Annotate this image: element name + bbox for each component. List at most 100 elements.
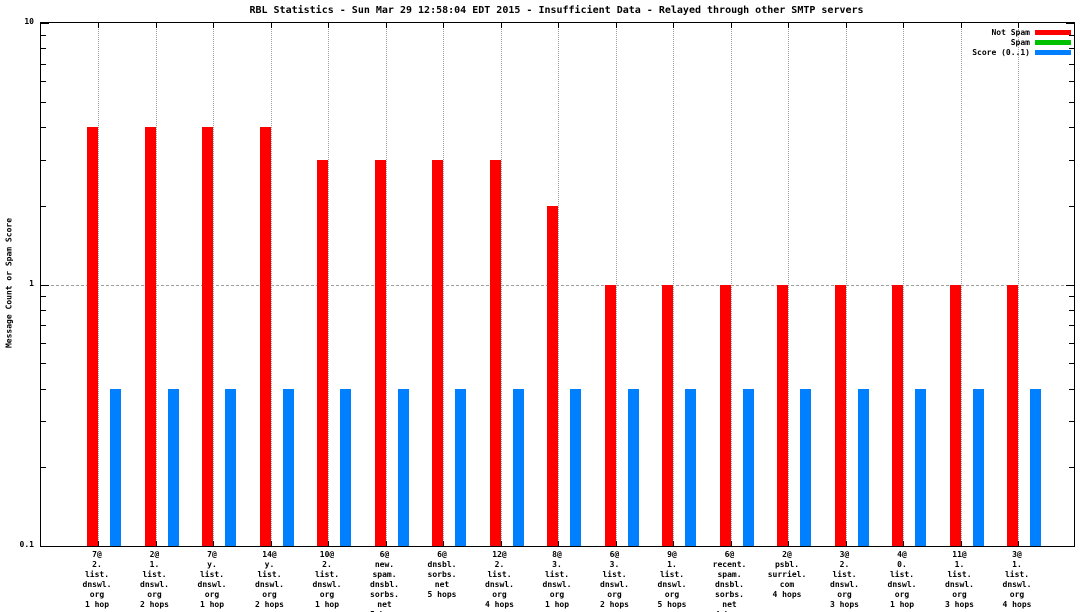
bar-score-0-1- xyxy=(570,388,581,546)
y-axis-tick xyxy=(41,23,49,24)
bar-not-spam xyxy=(949,284,961,546)
y-axis-tick xyxy=(1069,34,1074,36)
x-axis-tick xyxy=(385,541,387,546)
x-axis-tick xyxy=(730,23,732,28)
y-axis-tick xyxy=(1069,342,1074,344)
y-axis-tick xyxy=(41,63,46,65)
x-axis-tick xyxy=(500,541,502,546)
legend-swatch-score-0-1- xyxy=(1035,49,1071,55)
y-axis-tick xyxy=(1069,159,1074,161)
bar-not-spam xyxy=(489,159,501,546)
x-axis-tick xyxy=(213,23,214,28)
y-axis-tick xyxy=(1069,421,1074,423)
y-axis-tick xyxy=(41,205,46,207)
x-axis-tick xyxy=(155,541,157,546)
bar-score-0-1- xyxy=(282,388,294,546)
legend-item: Not Spam xyxy=(972,27,1071,37)
y-axis-tick xyxy=(41,101,46,103)
x-axis-tick xyxy=(788,541,789,546)
y-axis-tick xyxy=(41,48,46,50)
bar-score-0-1- xyxy=(167,388,179,546)
bar-not-spam xyxy=(317,159,328,546)
x-tick-label: 3@ 2. list. dnswl. org 3 hops xyxy=(830,550,859,609)
x-axis-tick xyxy=(673,23,674,28)
x-axis-tick xyxy=(155,23,157,28)
x-axis-tick xyxy=(960,23,962,28)
bar-not-spam xyxy=(259,127,271,546)
legend: Not Spam Spam Score (0..1) xyxy=(972,27,1071,57)
y-axis-tick xyxy=(1069,81,1074,82)
bar-score-0-1- xyxy=(1030,388,1041,546)
y-axis-tick xyxy=(1069,205,1074,207)
y-axis-tick xyxy=(1069,309,1074,311)
bar-not-spam xyxy=(202,127,213,546)
bar-score-0-1- xyxy=(742,388,754,546)
y-axis-tick xyxy=(1066,284,1074,286)
y-axis-tick xyxy=(41,284,49,286)
x-axis-tick xyxy=(558,23,559,28)
y-axis-tick xyxy=(1066,546,1074,547)
bar-not-spam xyxy=(662,284,673,546)
y-tick-label: 0.1 xyxy=(19,540,34,549)
bar-not-spam xyxy=(892,284,903,546)
y-axis-tick xyxy=(41,546,49,547)
y-axis-tick xyxy=(1069,467,1074,469)
x-axis-tick xyxy=(213,541,214,546)
legend-item: Spam xyxy=(972,37,1071,47)
x-axis-tick xyxy=(615,23,617,28)
y-axis-tick xyxy=(41,81,46,82)
x-axis-tick xyxy=(615,541,617,546)
x-tick-label: 10@ 2. list. dnswl. org 1 hop xyxy=(312,550,342,609)
x-axis-tick xyxy=(788,23,789,28)
x-tick-label: 12@ 2. list. dnswl. org 4 hops xyxy=(485,550,514,609)
x-axis-tick xyxy=(1018,541,1019,546)
y-tick-label: 1 xyxy=(29,278,34,288)
x-tick-label: 8@ 3. list. dnswl. org 1 hop xyxy=(542,550,572,609)
x-axis-tick xyxy=(845,541,847,546)
x-axis-tick xyxy=(903,541,904,546)
y-axis-tick xyxy=(1069,363,1074,365)
y-axis-tick xyxy=(41,159,46,161)
bar-not-spam xyxy=(374,159,386,546)
legend-label: Not Spam xyxy=(991,27,1030,37)
bar-not-spam xyxy=(1007,284,1018,546)
y-axis-tick xyxy=(1069,63,1074,65)
x-axis-tick xyxy=(270,541,272,546)
y-axis-tick xyxy=(41,325,46,326)
bar-score-0-1- xyxy=(340,388,351,546)
x-axis-tick xyxy=(903,23,904,28)
bar-not-spam xyxy=(547,205,558,546)
bar-score-0-1- xyxy=(225,388,236,546)
x-tick-label: 2@ 1. list. dnswl. org 2 hops xyxy=(140,550,169,609)
y-axis-tick xyxy=(1069,48,1074,50)
plot-area xyxy=(40,22,1075,547)
y-axis-tick xyxy=(41,309,46,311)
bar-score-0-1- xyxy=(455,388,466,546)
legend-label: Score (0..1) xyxy=(972,47,1030,57)
bar-score-0-1- xyxy=(397,388,409,546)
y-tick-label: 10 xyxy=(24,17,34,26)
x-axis-tick xyxy=(443,23,444,28)
x-tick-label: 4@ 0. list. dnswl. org 1 hop xyxy=(887,550,917,609)
y-axis-tick xyxy=(41,342,46,344)
y-axis-tick xyxy=(41,388,46,390)
bar-score-0-1- xyxy=(627,388,639,546)
bar-not-spam xyxy=(604,284,616,546)
y-axis-tick xyxy=(1069,325,1074,326)
y-axis-tick xyxy=(41,34,46,36)
x-tick-label: 3@ 1. list. dnswl. org 4 hops xyxy=(1002,550,1032,609)
bar-score-0-1- xyxy=(110,388,121,546)
y-axis-tick xyxy=(1066,23,1074,24)
y-axis-tick xyxy=(41,296,46,298)
bar-score-0-1- xyxy=(800,388,811,546)
bar-score-0-1- xyxy=(972,388,984,546)
bar-score-0-1- xyxy=(915,388,926,546)
x-axis-tick xyxy=(328,541,329,546)
y-axis-tick xyxy=(1069,296,1074,298)
legend-item: Score (0..1) xyxy=(972,47,1071,57)
x-tick-label: 9@ 1. list. dnswl. org 5 hops xyxy=(657,550,687,609)
x-axis-tick xyxy=(328,23,329,28)
bar-not-spam xyxy=(144,127,156,546)
y-axis-tick xyxy=(41,467,46,469)
